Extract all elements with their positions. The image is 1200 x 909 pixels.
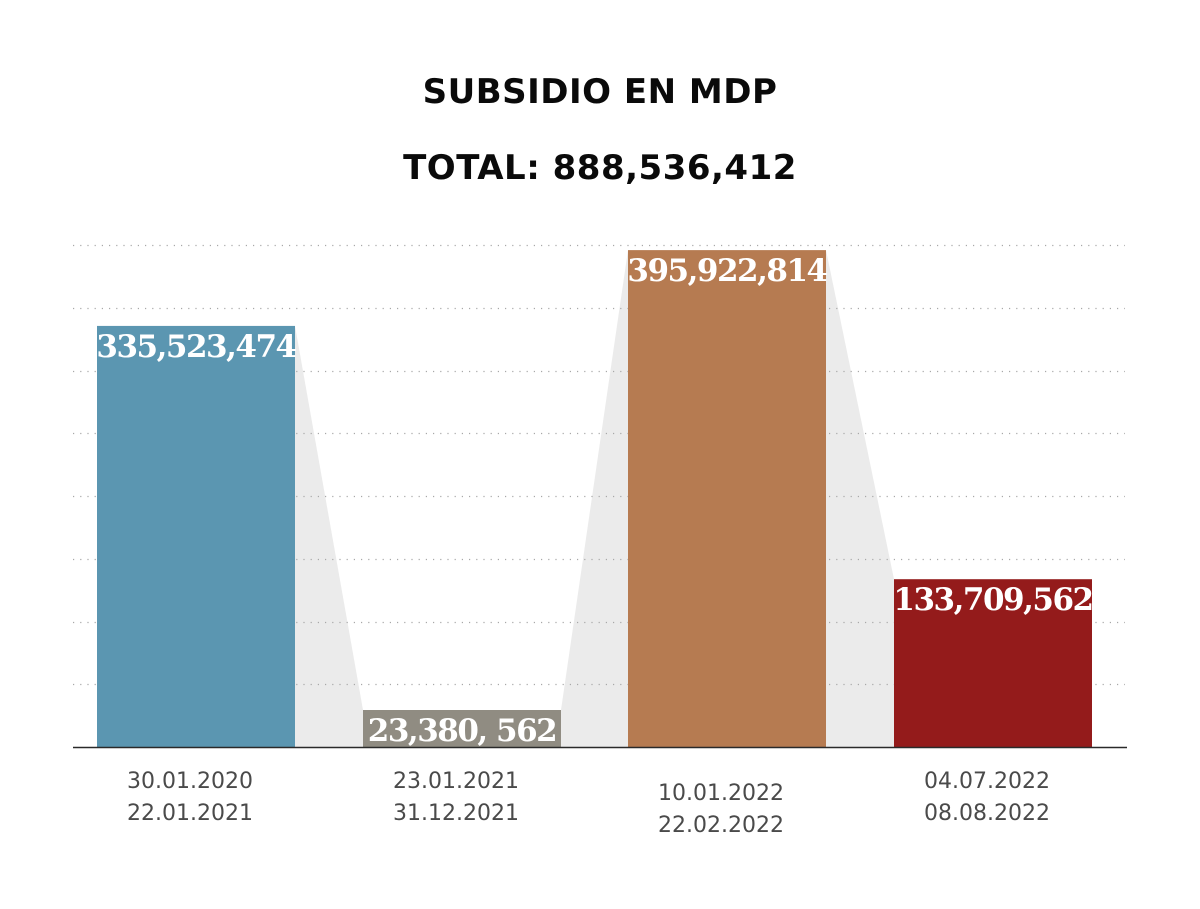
gridlines: [73, 244, 1125, 686]
bar: [97, 325, 295, 747]
bar: [894, 579, 1092, 747]
chart-title: SUBSIDIO EN MDP: [422, 72, 778, 112]
x-tick-label: 22.02.2022: [658, 813, 784, 838]
x-tick-labels: 30.01.2020 22.01.2021 23.01.2021 31.12.2021…: [127, 769, 1050, 838]
data-label: 23,380, 562: [368, 713, 556, 749]
x-tick-label: 04.07.2022: [924, 769, 1050, 794]
x-tick-label: 31.12.2021: [393, 801, 519, 826]
data-labels: 335,523,474 23,380, 562 395,922,814 133,709…: [96, 253, 1094, 749]
connector-shape: [561, 250, 628, 747]
bars: [97, 250, 1092, 747]
bar: [628, 250, 826, 747]
x-tick-label: 30.01.2020: [127, 769, 253, 794]
connector-shape: [826, 250, 894, 747]
data-label: 133,709,562: [893, 582, 1092, 618]
x-tick-label: 08.08.2022: [924, 801, 1050, 826]
x-tick-label: 22.01.2021: [127, 801, 253, 826]
data-label: 395,922,814: [627, 253, 827, 289]
x-tick-label: 10.01.2022: [658, 781, 784, 806]
data-label: 335,523,474: [96, 329, 296, 365]
connectors: [295, 250, 894, 747]
x-tick-label: 23.01.2021: [393, 769, 519, 794]
bar: [363, 710, 561, 747]
chart-subtitle-total: TOTAL: 888,536,412: [403, 148, 797, 188]
connector-shape: [295, 325, 363, 747]
